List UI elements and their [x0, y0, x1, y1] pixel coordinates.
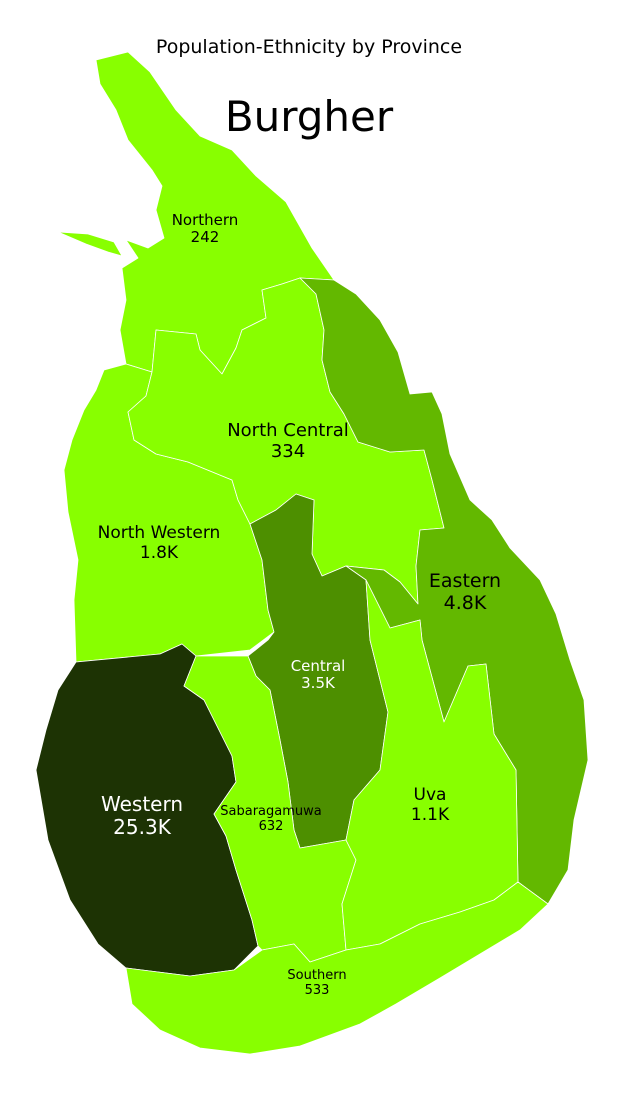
label-western-name: Western	[100, 792, 184, 816]
province-southern[interactable]	[125, 881, 549, 1055]
map-title: Population-Ethnicity by Province	[155, 36, 463, 58]
label-north-central: North Central 334	[227, 420, 349, 462]
province-northern-island	[57, 231, 123, 257]
label-eastern: Eastern 4.8K	[428, 570, 502, 615]
label-central: Central 3.5K	[290, 657, 346, 693]
label-southern: Southern 533	[287, 968, 347, 999]
label-sabaragamuwa-value: 632	[258, 818, 284, 834]
label-central-name: Central	[290, 657, 346, 675]
label-uva-name: Uva	[413, 785, 447, 805]
label-uva-value: 1.1K	[410, 804, 450, 825]
label-southern-value: 533	[304, 982, 330, 998]
map-subtitle: Burgher	[224, 92, 394, 141]
label-uva: Uva 1.1K	[410, 785, 450, 825]
label-north-western-name: North Western	[97, 523, 221, 543]
label-eastern-name: Eastern	[428, 570, 502, 592]
label-north-central-value: 334	[270, 440, 306, 462]
label-western: Western 25.3K	[101, 793, 183, 839]
label-northern-name: Northern	[171, 211, 239, 229]
label-northern-value: 242	[190, 228, 220, 247]
label-northern: Northern 242	[171, 211, 239, 247]
label-eastern-value: 4.8K	[443, 591, 487, 614]
label-north-western: North Western 1.8K	[97, 523, 221, 563]
label-central-value: 3.5K	[301, 674, 335, 693]
label-sabaragamuwa-name: Sabaragamuwa	[220, 804, 322, 819]
label-north-western-value: 1.8K	[139, 542, 179, 563]
label-north-central-name: North Central	[227, 420, 349, 441]
label-western-value: 25.3K	[113, 815, 171, 839]
label-southern-name: Southern	[287, 968, 347, 983]
label-sabaragamuwa: Sabaragamuwa 632	[220, 804, 322, 835]
